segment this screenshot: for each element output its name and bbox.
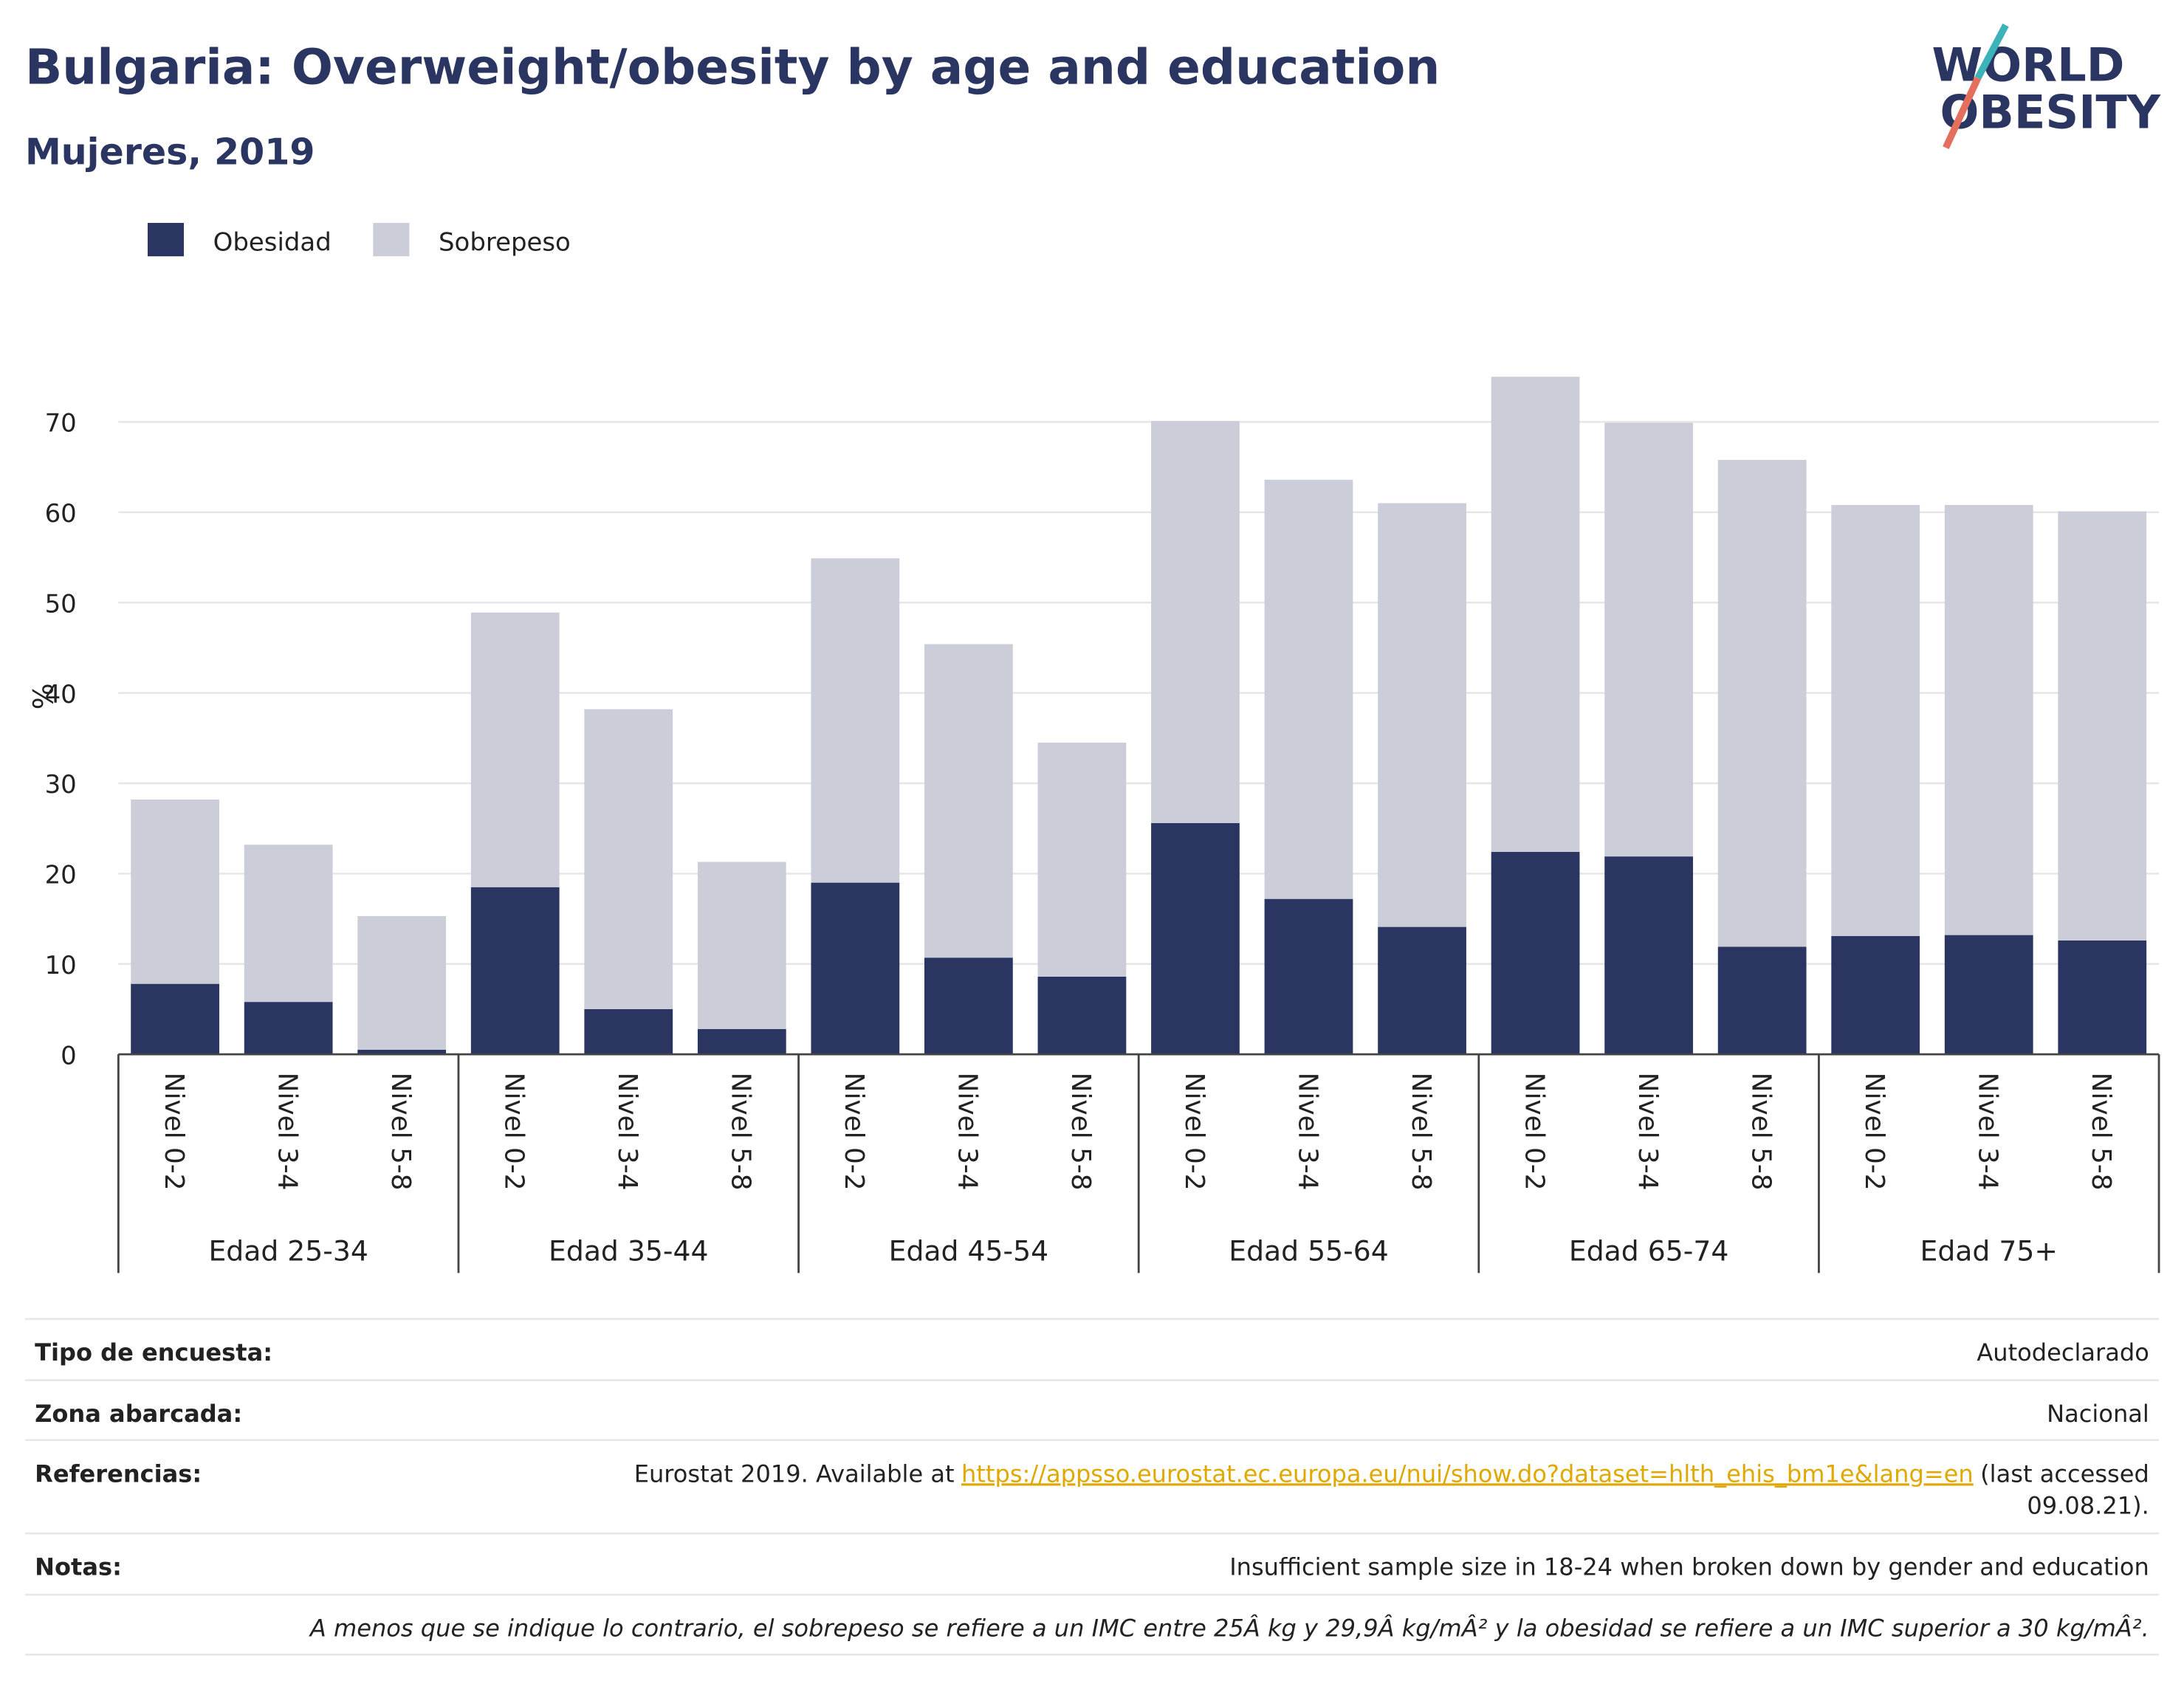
- bar-segment: [470, 612, 560, 887]
- x-tick-label: Nivel 3-4: [1973, 1073, 2003, 1191]
- reference-link: https://appsso.eurostat.ec.europa.eu/nui…: [961, 1460, 1974, 1488]
- legend-swatch: [373, 222, 410, 257]
- x-tick-label: Nivel 3-4: [272, 1073, 302, 1191]
- bar-segment: [1151, 421, 1240, 823]
- bar-segment: [1378, 503, 1466, 927]
- y-tick-label: 70: [45, 409, 77, 439]
- group-label: Edad 55-64: [1229, 1234, 1388, 1267]
- bar-segment: [131, 800, 219, 984]
- x-tick-label: Nivel 3-4: [1632, 1073, 1663, 1191]
- y-axis-label: %: [27, 683, 60, 709]
- bar-segment: [584, 1008, 673, 1055]
- bar-segment: [1604, 856, 1693, 1055]
- bar-segment: [1037, 742, 1127, 977]
- x-tick-label: Nivel 5-8: [385, 1073, 416, 1191]
- footer-value: Autodeclarado: [1977, 1338, 2149, 1366]
- bar-segment: [1378, 926, 1466, 1055]
- x-tick-label: Nivel 5-8: [726, 1073, 756, 1191]
- x-tick-label: Nivel 3-4: [1292, 1073, 1322, 1191]
- bar-segment: [357, 915, 447, 1051]
- footer-note: A menos que se indique lo contrario, el …: [309, 1615, 2149, 1643]
- bar-segment: [131, 983, 219, 1055]
- bar-segment: [1264, 898, 1353, 1055]
- y-tick-label: 20: [45, 861, 77, 890]
- bar-segment: [244, 845, 333, 1003]
- footer-value: Eurostat 2019. Available at https://appss…: [634, 1460, 2149, 1488]
- x-tick-label: Nivel 0-2: [499, 1073, 529, 1191]
- bar-segment: [1944, 935, 2033, 1055]
- x-tick-label: Nivel 0-2: [839, 1073, 869, 1191]
- logo-text: WORLD: [1932, 38, 2125, 92]
- bar-segment: [2058, 940, 2147, 1055]
- bar-segment: [1491, 377, 1580, 853]
- reference-text: Eurostat 2019. Available at: [634, 1460, 955, 1488]
- bar-segment: [244, 1002, 333, 1055]
- bar-segment: [1831, 935, 1920, 1055]
- group-label: Edad 75+: [1920, 1234, 2058, 1267]
- footer-label: Referencias:: [35, 1460, 202, 1488]
- bar-segment: [1037, 976, 1127, 1055]
- bar-segment: [357, 1050, 447, 1055]
- logo: WORLD OBESITY: [1932, 23, 2161, 150]
- logo-slash: [1943, 76, 1982, 150]
- group-label: Edad 65-74: [1569, 1234, 1728, 1267]
- bar-segment: [1604, 422, 1693, 857]
- group-label: Edad 45-54: [889, 1234, 1048, 1267]
- y-tick-label: 60: [45, 499, 77, 529]
- logo-slash: [1974, 23, 2009, 80]
- y-tick-label: 40: [45, 680, 77, 709]
- bar-segment: [924, 644, 1013, 958]
- footer-value: Nacional: [2047, 1400, 2149, 1428]
- x-tick-label: Nivel 0-2: [1179, 1073, 1209, 1191]
- footer-label: Zona abarcada:: [35, 1400, 242, 1428]
- x-tick-label: Nivel 5-8: [2086, 1073, 2116, 1191]
- x-tick-label: Nivel 5-8: [1065, 1073, 1096, 1191]
- bar-segment: [811, 882, 900, 1055]
- x-tick-label: Nivel 5-8: [1745, 1073, 1776, 1191]
- reference-text: (last accessed: [1980, 1460, 2149, 1488]
- chart-subtitle: Mujeres, 2019: [25, 131, 315, 173]
- group-label: Edad 35-44: [549, 1234, 708, 1267]
- bar-segment: [1831, 505, 1920, 936]
- bar-segment: [697, 862, 786, 1029]
- legend-swatch: [147, 222, 185, 257]
- bar-segment: [811, 558, 900, 883]
- footer-label: Notas:: [35, 1553, 122, 1581]
- y-tick-label: 0: [61, 1041, 77, 1070]
- bar-segment: [1264, 479, 1353, 899]
- x-tick-label: Nivel 0-2: [1859, 1073, 1889, 1191]
- bar-segment: [1491, 852, 1580, 1055]
- bar-segment: [470, 887, 560, 1055]
- bar-segment: [1717, 459, 1807, 947]
- bar-segment: [1151, 822, 1240, 1055]
- bar-segment: [2058, 511, 2147, 941]
- x-tick-label: Nivel 0-2: [159, 1073, 189, 1191]
- legend-label: Obesidad: [213, 228, 332, 258]
- footer-value: 09.08.21).: [2027, 1492, 2149, 1520]
- chart-title: Bulgaria: Overweight/obesity by age and …: [25, 38, 1440, 95]
- legend-label: Sobrepeso: [439, 228, 571, 258]
- footer-value: Insufficient sample size in 18-24 when b…: [1229, 1553, 2149, 1581]
- bar-segment: [924, 957, 1013, 1055]
- bar-segment: [1717, 946, 1807, 1055]
- x-tick-label: Nivel 3-4: [612, 1073, 642, 1191]
- x-tick-label: Nivel 0-2: [1519, 1073, 1549, 1191]
- y-tick-label: 30: [45, 770, 77, 800]
- x-tick-label: Nivel 3-4: [952, 1073, 983, 1191]
- bar-segment: [1944, 505, 2033, 935]
- bar-segment: [697, 1028, 786, 1055]
- y-tick-label: 50: [45, 589, 77, 619]
- logo-text: OBESITY: [1940, 86, 2160, 140]
- x-tick-label: Nivel 5-8: [1406, 1073, 1436, 1191]
- footer-label: Tipo de encuesta:: [35, 1338, 272, 1366]
- bar-segment: [584, 709, 673, 1009]
- y-tick-label: 10: [45, 951, 77, 980]
- group-label: Edad 25-34: [208, 1234, 368, 1267]
